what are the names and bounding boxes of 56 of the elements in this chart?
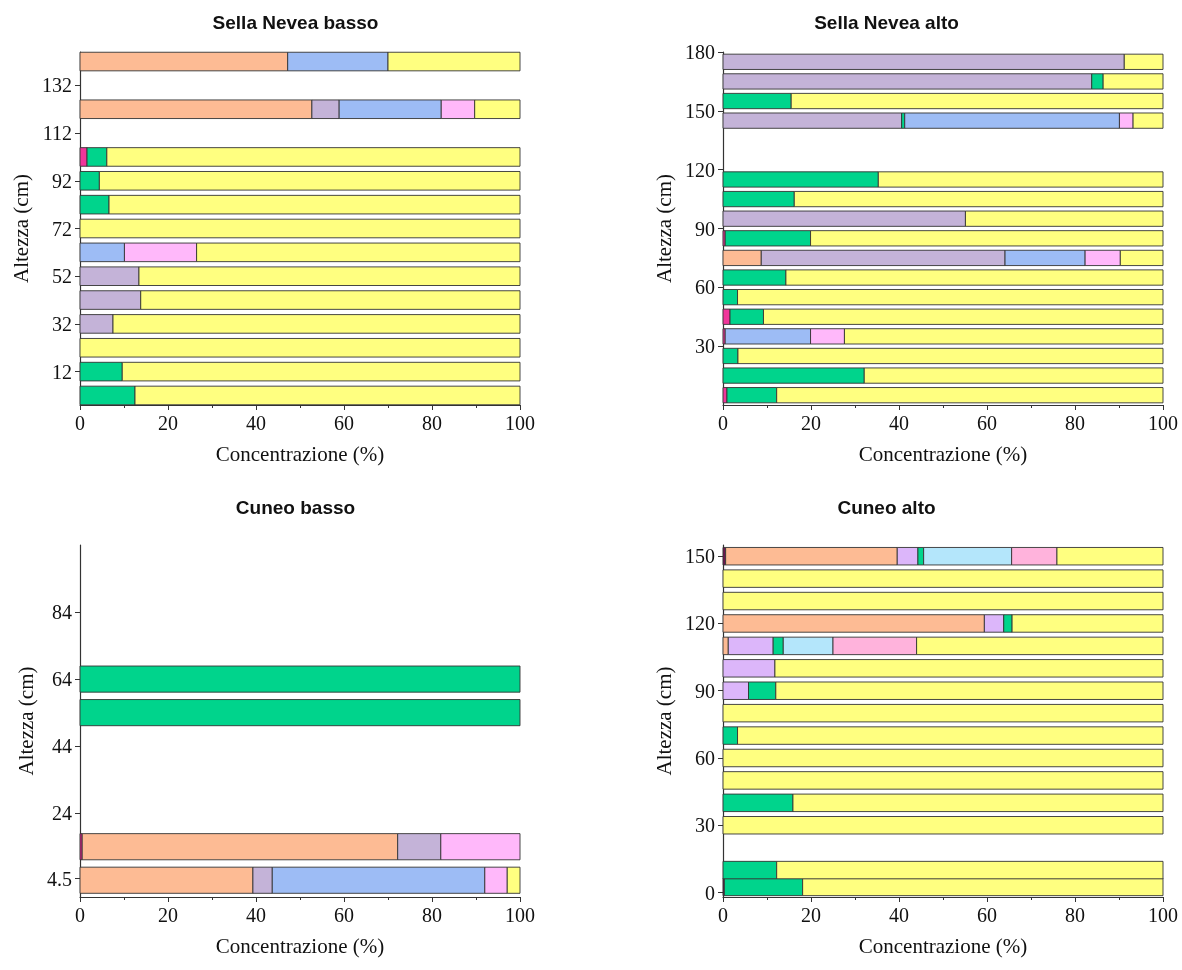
y-tick-label: 44 [52, 735, 72, 758]
x-tick-label: 80 [422, 412, 442, 434]
x-tick-label: 80 [1065, 904, 1085, 926]
y-tick-label: 0 [705, 881, 715, 904]
y-axis-title: Altezza (cm) [8, 173, 33, 284]
x-tick-label: 60 [334, 412, 354, 434]
x-axis-title: Concentrazione (%) [858, 441, 1028, 466]
y-tick-label: 30 [695, 814, 715, 837]
x-tick-label: 20 [801, 412, 821, 434]
x-tick-label: 40 [246, 412, 266, 434]
y-tick-label: 72 [52, 217, 72, 240]
y-tick-label: 32 [52, 312, 72, 335]
y-tick-label: 90 [695, 217, 715, 240]
y-tick-label: 92 [52, 169, 72, 192]
chart-title: Cuneo alto [837, 497, 936, 518]
x-axis-title: Concentrazione (%) [858, 933, 1028, 958]
x-tick-label: 100 [1148, 904, 1178, 926]
x-axis-title: Concentrazione (%) [215, 933, 385, 958]
y-tick-label: 112 [42, 122, 72, 145]
y-axis-title: Altezza (cm) [13, 666, 38, 776]
y-tick-label: 150 [685, 545, 715, 568]
x-tick-label: 20 [158, 904, 178, 926]
x-tick-label: 80 [422, 904, 442, 926]
x-tick-label: 100 [505, 412, 535, 434]
chart-title: Sella Nevea basso [212, 12, 379, 33]
y-tick-label: 64 [52, 668, 72, 691]
x-axis-title: Concentrazione (%) [215, 441, 385, 466]
y-axis-title: Altezza (cm) [651, 173, 676, 284]
x-tick-label: 100 [1148, 412, 1178, 434]
y-tick-label: 180 [685, 41, 715, 63]
y-tick-label: 90 [695, 679, 715, 702]
x-tick-label: 20 [801, 904, 821, 926]
y-tick-label: 132 [42, 74, 72, 97]
x-tick-label: 60 [334, 904, 354, 926]
chart-title: Cuneo basso [235, 497, 356, 518]
y-tick-label: 52 [52, 265, 72, 288]
y-tick-label: 30 [695, 335, 715, 358]
x-tick-label: 60 [977, 904, 997, 926]
chart-title: Sella Nevea alto [814, 12, 959, 33]
y-tick-label: 60 [695, 746, 715, 769]
y-tick-label: 84 [52, 601, 72, 624]
y-tick-label: 4.5 [47, 867, 72, 890]
x-tick-label: 100 [505, 904, 535, 926]
y-tick-label: 60 [695, 276, 715, 299]
y-tick-label: 120 [685, 612, 715, 635]
y-tick-label: 120 [685, 158, 715, 181]
y-axis-title: Altezza (cm) [651, 666, 676, 776]
x-tick-label: 40 [889, 904, 909, 926]
x-tick-label: 20 [158, 412, 178, 434]
x-tick-label: 40 [246, 904, 266, 926]
y-tick-label: 12 [52, 360, 72, 383]
x-tick-label: 40 [889, 412, 909, 434]
x-tick-label: 60 [977, 412, 997, 434]
x-tick-label: 80 [1065, 412, 1085, 434]
y-tick-label: 24 [52, 802, 72, 825]
y-tick-label: 150 [685, 99, 715, 122]
